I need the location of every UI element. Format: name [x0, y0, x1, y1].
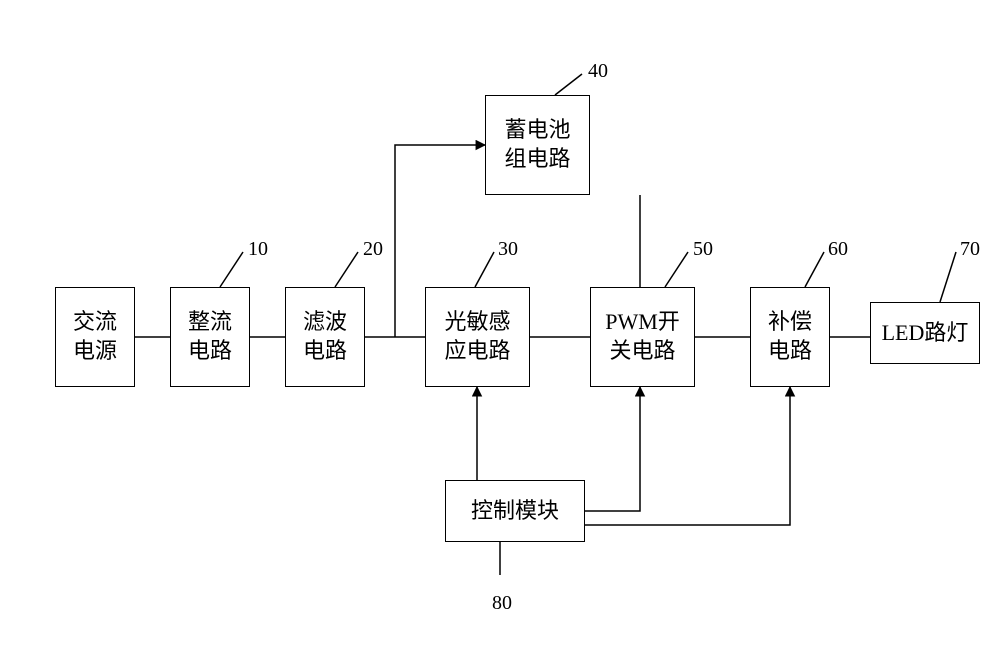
ref-label-50: 50: [693, 238, 713, 261]
edge-rectifier-label10: [220, 252, 243, 287]
edge-control-pwm: [585, 387, 640, 511]
edge-photo-label30: [475, 252, 494, 287]
ref-label-60: 60: [828, 238, 848, 261]
ref-label-70: 70: [960, 238, 980, 261]
node-comp: 补偿 电路: [750, 287, 830, 387]
ref-label-40: 40: [588, 60, 608, 83]
edge-led-label70: [940, 252, 956, 302]
edge-battery-label40: [555, 74, 582, 95]
diagram-canvas: 交流 电源 整流 电路 10 滤波 电路 20 蓄电池 组电路 40 光敏感 应电路 30 PWM…: [0, 0, 1000, 645]
node-text-led: LED路灯: [882, 319, 969, 348]
edge-control-comp: [585, 387, 790, 525]
node-text-battery: 蓄电池 组电路: [504, 116, 570, 173]
ref-label-30: 30: [498, 238, 518, 261]
ref-label-10: 10: [248, 238, 268, 261]
node-led: LED路灯: [870, 302, 980, 364]
node-text-control: 控制模块: [471, 497, 559, 526]
node-text-filter: 滤波 电路: [303, 308, 347, 365]
node-text-comp: 补偿 电路: [768, 308, 812, 365]
node-rectifier: 整流 电路: [170, 287, 250, 387]
ref-label-20: 20: [363, 238, 383, 261]
node-pwm: PWM开 关电路: [590, 287, 695, 387]
node-text-pwm: PWM开 关电路: [605, 308, 680, 365]
edge-pwm-label50: [665, 252, 688, 287]
node-battery: 蓄电池 组电路: [485, 95, 590, 195]
edge-filter-label20: [335, 252, 358, 287]
node-text-rectifier: 整流 电路: [188, 308, 232, 365]
node-filter: 滤波 电路: [285, 287, 365, 387]
node-text-ac_power: 交流 电源: [73, 308, 117, 365]
node-ac_power: 交流 电源: [55, 287, 135, 387]
edge-comp-label60: [805, 252, 824, 287]
node-control: 控制模块: [445, 480, 585, 542]
ref-label-80: 80: [492, 592, 512, 615]
node-text-photo: 光敏感 应电路: [444, 308, 510, 365]
node-photo: 光敏感 应电路: [425, 287, 530, 387]
